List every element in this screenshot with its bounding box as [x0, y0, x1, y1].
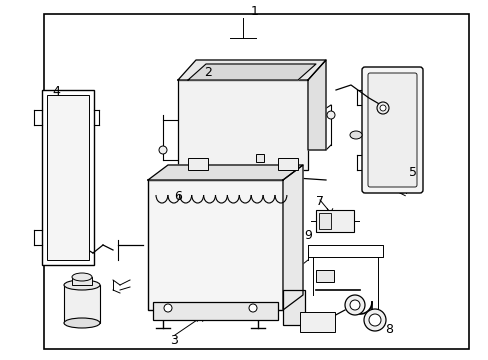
Polygon shape: [307, 60, 325, 150]
FancyBboxPatch shape: [367, 73, 416, 187]
Polygon shape: [283, 165, 303, 310]
Bar: [178, 80, 307, 170]
Bar: [47, 95, 89, 260]
Text: 2: 2: [203, 66, 211, 78]
Bar: [148, 180, 283, 310]
Circle shape: [379, 105, 385, 111]
Circle shape: [349, 300, 359, 310]
Polygon shape: [178, 60, 325, 80]
Bar: [318, 213, 330, 229]
Bar: [283, 290, 305, 325]
Bar: [42, 90, 94, 265]
FancyBboxPatch shape: [361, 67, 422, 193]
Circle shape: [163, 304, 172, 312]
Bar: [64, 285, 100, 323]
Text: 3: 3: [169, 334, 177, 347]
Text: 9: 9: [304, 229, 311, 242]
Circle shape: [159, 146, 167, 154]
Text: 1: 1: [250, 5, 258, 18]
Circle shape: [345, 295, 364, 315]
Circle shape: [363, 309, 385, 331]
Bar: [153, 302, 278, 320]
Bar: [44, 14, 468, 349]
Text: 4: 4: [52, 85, 60, 98]
Circle shape: [326, 111, 334, 119]
Bar: [315, 210, 353, 232]
Text: 5: 5: [408, 166, 416, 179]
Bar: [299, 312, 334, 332]
Ellipse shape: [64, 318, 100, 328]
Text: 6: 6: [174, 190, 182, 203]
Bar: [72, 277, 92, 285]
Circle shape: [368, 314, 380, 326]
Text: 8: 8: [384, 323, 392, 336]
Polygon shape: [148, 165, 303, 180]
Bar: [187, 158, 207, 170]
Ellipse shape: [72, 273, 92, 281]
Polygon shape: [187, 64, 315, 80]
Circle shape: [248, 304, 257, 312]
Ellipse shape: [64, 280, 100, 290]
Bar: [256, 154, 264, 162]
Text: 7: 7: [316, 195, 324, 208]
Bar: [315, 270, 333, 282]
Bar: [278, 158, 297, 170]
Circle shape: [376, 102, 388, 114]
Ellipse shape: [349, 131, 361, 139]
